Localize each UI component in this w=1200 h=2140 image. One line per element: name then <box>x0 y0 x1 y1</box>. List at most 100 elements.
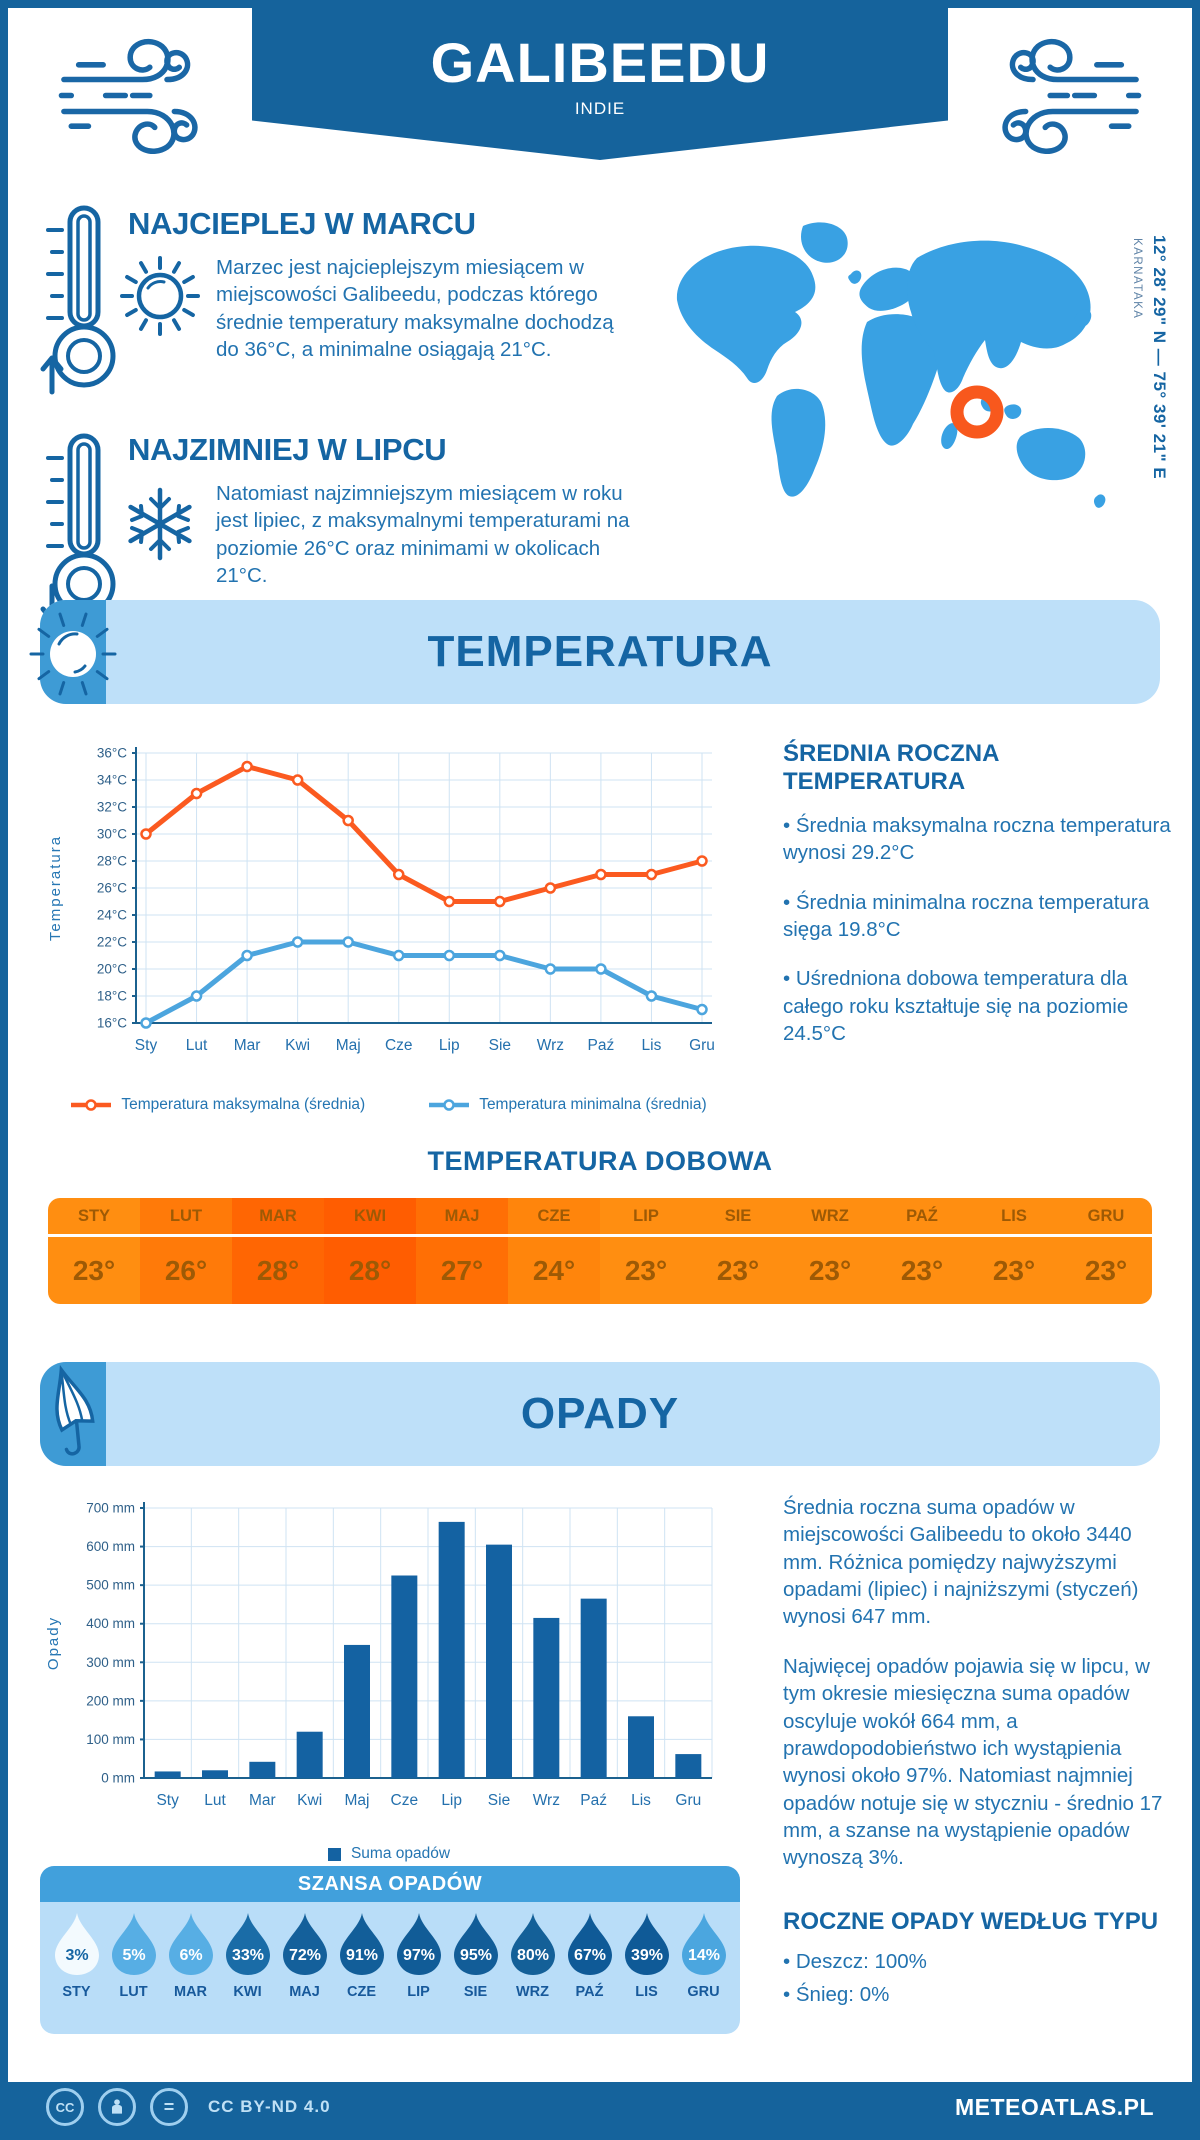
svg-text:16°C: 16°C <box>97 1016 127 1031</box>
svg-text:Paź: Paź <box>588 1037 615 1054</box>
precipitation-bar <box>296 1731 323 1778</box>
svg-text:3%: 3% <box>65 1947 88 1964</box>
svg-text:39%: 39% <box>630 1947 662 1964</box>
droplet-icon: 72% <box>282 1913 327 1975</box>
svg-text:Maj: Maj <box>345 1792 370 1809</box>
cc-nd-icon: = <box>150 2088 188 2126</box>
month-label: SIE <box>463 1984 488 2000</box>
svg-text:Mar: Mar <box>234 1037 261 1054</box>
month-label: CZE <box>347 1984 376 2000</box>
svg-text:Sie: Sie <box>488 1792 510 1809</box>
temp-value: 23° <box>72 1254 116 1286</box>
temperature-section-title: TEMPERATURA <box>427 627 773 676</box>
daily-temp-column: GRU 23° <box>1060 1198 1152 1304</box>
hot-month-text: Marzec jest najcieplejszym miesiącem w m… <box>216 256 614 361</box>
droplet-icon: 39% <box>624 1913 669 1975</box>
legend-label: Temperatura maksymalna (średnia) <box>121 1096 366 1113</box>
daily-temp-column: LIP 23° <box>600 1198 692 1304</box>
month-label: LUT <box>119 1984 148 2000</box>
precipitation-bar <box>249 1761 276 1778</box>
svg-text:95%: 95% <box>459 1947 491 1964</box>
snowflake-icon <box>128 487 192 561</box>
daily-temp-column: STY 23° <box>48 1198 140 1304</box>
svg-text:0 mm: 0 mm <box>101 1771 135 1786</box>
rain-chance-panel: SZANSA OPADÓW 3% STY 5% LUT 6% MAR 33% KWI 72% MA… <box>40 1866 740 2034</box>
svg-text:36°C: 36°C <box>97 746 127 761</box>
svg-text:Gru: Gru <box>689 1037 715 1054</box>
temperature-summary-bullet: • Uśredniona dobowa temperatura dla całe… <box>783 967 1129 1046</box>
svg-text:Kwi: Kwi <box>285 1037 310 1054</box>
svg-text:Cze: Cze <box>385 1037 413 1054</box>
svg-text:100 mm: 100 mm <box>86 1732 135 1747</box>
svg-text:91%: 91% <box>345 1947 377 1964</box>
droplet-icon: 97% <box>396 1913 441 1975</box>
wind-icon <box>1002 38 1142 154</box>
svg-text:80%: 80% <box>516 1947 548 1964</box>
rain-chance-drop: 91% CZE <box>333 1912 390 2000</box>
legend-label: Suma opadów <box>350 1845 451 1862</box>
license-label: CC BY-ND 4.0 <box>208 2097 331 2116</box>
rain-chance-drop: 39% LIS <box>618 1912 675 2000</box>
precipitation-section-banner: OPADY <box>40 1362 1160 1466</box>
temp-value: 27° <box>440 1254 484 1286</box>
page-title: GALIBEEDU <box>430 31 770 94</box>
svg-text:Cze: Cze <box>391 1792 419 1809</box>
precipitation-type-heading: ROCZNE OPADY WEDŁUG TYPU <box>783 1907 1159 1935</box>
cold-month-title: NAJZIMNIEJ W LIPCU <box>128 432 447 467</box>
temp-value: 23° <box>716 1254 760 1286</box>
month-label: LIP <box>600 1198 692 1237</box>
svg-text:Mar: Mar <box>249 1792 276 1809</box>
wind-icon <box>58 38 198 154</box>
precipitation-bar <box>154 1771 181 1778</box>
droplet-icon: 33% <box>225 1913 270 1975</box>
month-label: STY <box>48 1198 140 1237</box>
svg-text:28°C: 28°C <box>97 854 127 869</box>
precipitation-summary: Średnia roczna suma opadów w miejscowośc… <box>783 1494 1176 2008</box>
temp-value: 23° <box>992 1254 1036 1286</box>
legend-item: Suma opadów <box>327 1845 451 1863</box>
temperature-chart-legend: Temperatura maksymalna (średnia) Temperat… <box>44 1096 734 1114</box>
temp-value: 24° <box>532 1254 576 1286</box>
droplet-icon: 5% <box>111 1913 156 1975</box>
rain-chance-drop: 80% WRZ <box>504 1912 561 2000</box>
legend-item: Temperatura maksymalna (średnia) <box>71 1096 365 1114</box>
daily-temp-column: SIE 23° <box>692 1198 784 1304</box>
rain-chance-drop: 14% GRU <box>675 1912 732 2000</box>
rain-chance-drop: 6% MAR <box>162 1912 219 2000</box>
svg-text:32°C: 32°C <box>97 800 127 815</box>
rain-chance-drop: 97% LIP <box>390 1912 447 2000</box>
month-label: KWI <box>324 1198 416 1237</box>
temperature-banner-strip <box>29 600 117 704</box>
cc-person-icon <box>98 2088 136 2126</box>
daily-temp-column: CZE 24° <box>508 1198 600 1304</box>
month-label: PAŹ <box>876 1198 968 1237</box>
temperature-summary-heading: ŚREDNIA ROCZNA TEMPERATURA <box>783 740 999 795</box>
daily-temp-column: PAŹ 23° <box>876 1198 968 1304</box>
precipitation-bar <box>202 1770 228 1778</box>
page-subtitle: INDIE <box>574 99 626 118</box>
daily-temp-column: LUT 26° <box>140 1198 232 1304</box>
temp-value: 23° <box>900 1254 944 1286</box>
droplet-icon: 3% <box>54 1913 99 1975</box>
temp-value: 28° <box>256 1254 300 1286</box>
svg-text:33%: 33% <box>231 1947 263 1964</box>
svg-text:6%: 6% <box>179 1947 202 1964</box>
svg-text:300 mm: 300 mm <box>86 1655 135 1670</box>
umbrella-icon <box>55 1364 95 1456</box>
rain-chance-drop: 95% SIE <box>447 1912 504 2000</box>
month-label: WRZ <box>515 1984 549 2000</box>
month-label: GRU <box>687 1984 720 2000</box>
svg-text:26°C: 26°C <box>97 881 127 896</box>
map-region-label: KARNATAKA <box>1131 238 1143 320</box>
temperature-chart: 16°C 18°C 20°C 22°C 24°C 26°C 28°C 30°C 32°C 34°C… <box>44 733 734 1078</box>
title-banner: GALIBEEDU INDIE <box>252 8 948 160</box>
month-label: PAŹ <box>575 1984 604 2000</box>
svg-text:Opady: Opady <box>45 1616 62 1670</box>
rain-chance-drop: 67% PAŹ <box>561 1912 618 2000</box>
month-label: MAR <box>173 1984 208 2000</box>
hot-month-title: NAJCIEPLEJ W MARCU <box>128 206 476 241</box>
svg-text:24°C: 24°C <box>97 908 127 923</box>
precipitation-bar <box>675 1754 702 1778</box>
svg-text:72%: 72% <box>288 1947 320 1964</box>
